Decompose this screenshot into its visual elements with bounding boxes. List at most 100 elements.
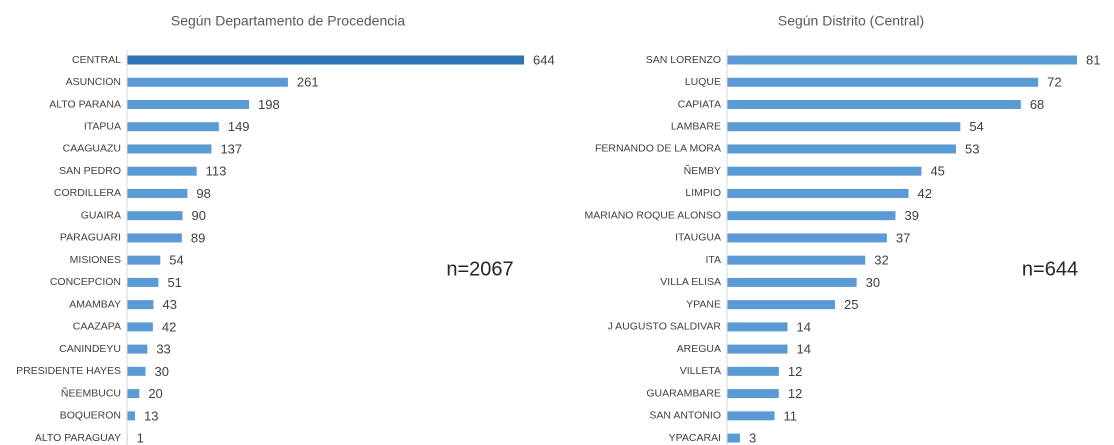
bar (727, 255, 866, 265)
bar (127, 233, 182, 243)
bar (127, 211, 183, 221)
value-label: 90 (191, 208, 205, 223)
category-label: PARAGUARI (60, 232, 121, 244)
bar (727, 366, 779, 376)
value-label: 33 (156, 342, 170, 357)
value-label: 644 (533, 52, 555, 67)
value-label: 43 (163, 297, 177, 312)
value-label: 113 (206, 164, 227, 179)
category-label: YPACARAI (669, 432, 721, 444)
category-label: ALTO PARANA (49, 98, 121, 110)
value-label: 37 (896, 230, 910, 245)
category-label: ÑEMBY (684, 164, 721, 177)
value-label: 81 (1086, 52, 1100, 67)
category-label: CANINDEYU (59, 343, 121, 355)
bar (727, 277, 857, 287)
value-label: 32 (874, 253, 888, 268)
value-label: 42 (162, 319, 176, 334)
bar (127, 277, 159, 287)
category-label: LIMPIO (685, 187, 721, 199)
bar (127, 300, 154, 310)
value-label: 30 (154, 364, 168, 379)
value-label: 12 (788, 364, 802, 379)
bar (727, 344, 788, 354)
bar (127, 55, 524, 65)
category-label: VILLA ELISA (660, 276, 721, 288)
bar (727, 300, 836, 310)
bar (727, 166, 922, 176)
bar (727, 389, 779, 399)
category-label: AMAMBAY (69, 298, 121, 310)
bar (127, 99, 250, 109)
bar (127, 322, 153, 332)
bar (127, 77, 288, 87)
bar (727, 211, 896, 221)
bar (727, 99, 1021, 109)
value-label: 12 (788, 386, 802, 401)
bar (127, 188, 188, 198)
value-label: 89 (191, 230, 205, 245)
value-label: 98 (196, 186, 210, 201)
category-label: LAMBARE (671, 121, 721, 133)
value-label: 53 (965, 141, 979, 156)
value-label: 14 (796, 319, 810, 334)
bar (127, 122, 219, 132)
value-label: 39 (905, 208, 919, 223)
category-label: SAN ANTONIO (649, 410, 721, 422)
bar (127, 166, 197, 176)
category-label: FERNANDO DE LA MORA (595, 143, 721, 155)
category-label: SAN LORENZO (646, 54, 721, 66)
category-label: CORDILLERA (54, 187, 121, 199)
bar (127, 366, 146, 376)
value-label: 13 (144, 408, 158, 423)
category-label: J AUGUSTO SALDIVAR (608, 321, 722, 333)
bar (727, 122, 961, 132)
category-label: LUQUE (685, 76, 721, 88)
value-label: 54 (169, 253, 183, 268)
chart-title: Según Distrito (Central) (778, 13, 924, 29)
category-label: BOQUERON (60, 410, 121, 422)
value-label: 149 (228, 119, 250, 134)
value-label: 20 (148, 386, 162, 401)
category-label: CAAGUAZU (63, 143, 121, 155)
category-label: ÑEEMBUCU (61, 386, 121, 399)
bar (127, 411, 136, 421)
bar (127, 255, 161, 265)
category-label: ITA (705, 254, 721, 266)
value-label: 137 (220, 141, 242, 156)
value-label: 42 (917, 186, 931, 201)
value-label: 14 (796, 342, 810, 357)
bar (727, 144, 957, 154)
bar (727, 411, 775, 421)
value-label: 72 (1047, 75, 1061, 90)
bar (727, 188, 909, 198)
value-label: 68 (1030, 97, 1044, 112)
value-label: 3 (749, 431, 756, 445)
category-label: CENTRAL (72, 54, 121, 66)
category-label: ALTO PARAGUAY (35, 432, 121, 444)
annotation: n=2067 (446, 258, 513, 280)
category-label: MISIONES (70, 254, 121, 266)
bar (727, 55, 1077, 65)
category-label: GUARAMBARE (646, 387, 721, 399)
value-label: 54 (969, 119, 983, 134)
category-label: ITAUGUA (675, 232, 721, 244)
category-label: GUAIRA (81, 209, 121, 221)
value-label: 30 (866, 275, 880, 290)
value-label: 25 (844, 297, 858, 312)
category-label: ASUNCION (66, 76, 121, 88)
category-label: CAPIATA (678, 98, 721, 110)
category-label: CAAZAPA (73, 321, 121, 333)
category-label: MARIANO ROQUE ALONSO (584, 209, 721, 221)
chart-title: Según Departamento de Procedencia (171, 13, 405, 29)
category-label: ITAPUA (84, 121, 121, 133)
bar (127, 389, 140, 399)
value-label: 198 (258, 97, 280, 112)
value-label: 1 (137, 431, 144, 445)
bar (727, 433, 740, 443)
value-label: 51 (167, 275, 181, 290)
bar (127, 144, 212, 154)
annotation: n=644 (1022, 258, 1078, 280)
bar (727, 77, 1039, 87)
